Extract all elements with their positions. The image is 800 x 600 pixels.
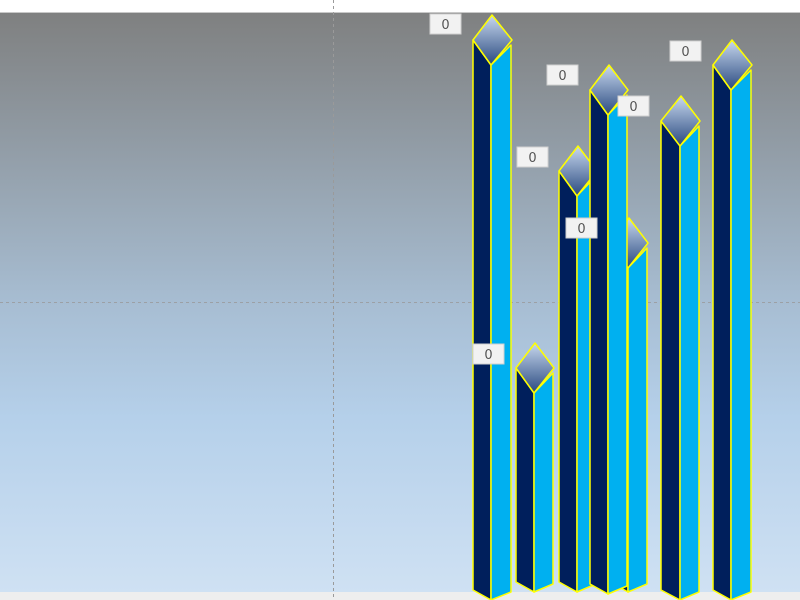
data-label-text: 0 [441, 18, 449, 33]
data-label-box [516, 146, 549, 168]
bar-right-face [730, 69, 752, 600]
bar-top-face [589, 64, 629, 116]
bar-top-face [660, 95, 701, 147]
data-label: 0 [546, 64, 579, 86]
data-label-box [617, 95, 650, 117]
data-label-text: 0 [528, 151, 536, 166]
bar-top-face [515, 342, 555, 394]
bar-left-face [472, 39, 492, 600]
data-label-text: 0 [484, 348, 492, 363]
data-label-box [429, 13, 462, 35]
bar-left-face [660, 120, 681, 600]
bars-group [472, 14, 753, 600]
bar-left-face [589, 89, 609, 595]
data-label-box [472, 343, 505, 365]
bar-right-face [490, 44, 512, 600]
data-label: 0 [516, 146, 549, 168]
bar-right-face [533, 372, 554, 593]
data-label-text: 0 [629, 100, 637, 115]
data-label-box [669, 40, 702, 62]
bar-top-face [472, 14, 513, 66]
bar-left-face [515, 367, 535, 593]
data-label: 0 [669, 40, 702, 62]
bar-5 [589, 64, 629, 595]
data-labels-group: 0 0 0 0 0 0 0 [429, 13, 702, 365]
data-label-box [565, 217, 598, 239]
bar-2 [515, 342, 555, 593]
bar-right-face [679, 125, 700, 600]
bar-1 [472, 14, 513, 600]
data-label: 0 [617, 95, 650, 117]
bar-left-face [712, 64, 732, 600]
bar-right-face [607, 94, 628, 595]
data-label-text: 0 [577, 222, 585, 237]
bottom-strip [0, 592, 800, 600]
bar-top-face [712, 39, 753, 91]
data-label-text: 0 [681, 45, 689, 60]
bar-6 [660, 95, 701, 600]
data-label-text: 0 [558, 69, 566, 84]
data-label: 0 [429, 13, 462, 35]
data-label-box [546, 64, 579, 86]
data-label: 0 [565, 217, 598, 239]
bar-7 [712, 39, 753, 600]
bar-right-face [627, 247, 648, 593]
data-label: 0 [472, 343, 505, 365]
